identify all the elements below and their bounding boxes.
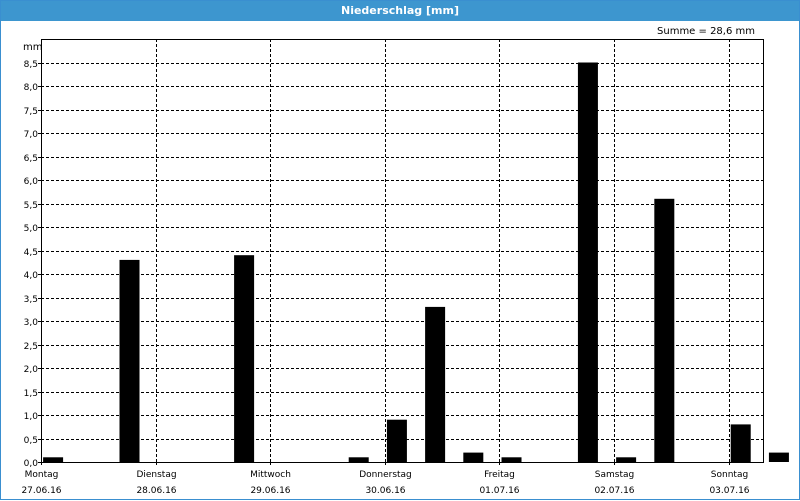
axes bbox=[38, 39, 764, 465]
bar bbox=[43, 457, 64, 462]
bar bbox=[577, 62, 598, 462]
chart-title: Niederschlag [mm] bbox=[1, 1, 799, 21]
y-tick-labels: 0,0 0,5 1,0 1,5 2,0 2,5 3,0 3,5 4,0 4,5 5,0 5,5 6,0 6… bbox=[24, 60, 39, 469]
x-tick-weekday: Donnerstag bbox=[359, 470, 412, 480]
grid-lines bbox=[41, 39, 763, 462]
y-tick-label: 1,5 bbox=[24, 389, 38, 399]
y-tick-label: 4,0 bbox=[24, 271, 39, 281]
y-tick-label: 3,5 bbox=[24, 295, 38, 305]
y-tick-label: 0,5 bbox=[24, 436, 38, 446]
x-tick-date: 01.07.16 bbox=[479, 486, 519, 496]
bar bbox=[234, 255, 255, 462]
y-tick-label: 3,0 bbox=[24, 318, 39, 328]
x-tick-date: 28.06.16 bbox=[136, 486, 176, 496]
bars bbox=[43, 62, 789, 463]
bar bbox=[730, 424, 751, 462]
bar bbox=[616, 457, 637, 462]
y-tick-label: 7,0 bbox=[24, 130, 39, 140]
x-tick-weekday: Montag bbox=[25, 470, 59, 480]
bar bbox=[425, 306, 446, 462]
bar bbox=[348, 457, 369, 462]
y-tick-label: 2,0 bbox=[24, 365, 39, 375]
bar bbox=[463, 452, 484, 462]
y-tick-label: 0,0 bbox=[24, 459, 39, 469]
x-tick-weekday: Freitag bbox=[484, 470, 515, 480]
y-tick-label: 2,5 bbox=[24, 342, 38, 352]
bar bbox=[501, 457, 522, 462]
bar bbox=[386, 419, 407, 462]
y-tick-label: 6,5 bbox=[24, 154, 38, 164]
x-tick-date: 30.06.16 bbox=[365, 486, 405, 496]
bar bbox=[119, 259, 140, 462]
y-tick-label: 4,5 bbox=[24, 248, 38, 258]
x-tick-labels: Montag 27.06.16 Dienstag 28.06.16 Mittwoch 29… bbox=[21, 470, 749, 496]
y-tick-label: 1,0 bbox=[24, 412, 39, 422]
y-tick-label: 8,5 bbox=[24, 60, 38, 70]
y-axis-label: mm bbox=[23, 42, 42, 53]
y-tick-label: 5,0 bbox=[24, 224, 39, 234]
y-tick-label: 7,5 bbox=[24, 107, 38, 117]
y-tick-label: 6,0 bbox=[24, 177, 39, 187]
y-tick-label: 8,0 bbox=[24, 83, 39, 93]
x-tick-date: 27.06.16 bbox=[21, 486, 61, 496]
total-summary: Summe = 28,6 mm bbox=[657, 26, 755, 37]
x-tick-date: 03.07.16 bbox=[709, 486, 749, 496]
x-tick-weekday: Dienstag bbox=[136, 470, 176, 480]
y-tick-label: 5,5 bbox=[24, 201, 38, 211]
bar bbox=[654, 198, 675, 463]
x-tick-weekday: Mittwoch bbox=[250, 470, 291, 480]
bar bbox=[768, 452, 789, 462]
x-tick-date: 02.07.16 bbox=[594, 486, 634, 496]
x-tick-weekday: Samstag bbox=[595, 470, 634, 480]
x-tick-weekday: Sonntag bbox=[711, 470, 748, 480]
plot-border bbox=[41, 39, 764, 463]
x-tick-date: 29.06.16 bbox=[250, 486, 290, 496]
